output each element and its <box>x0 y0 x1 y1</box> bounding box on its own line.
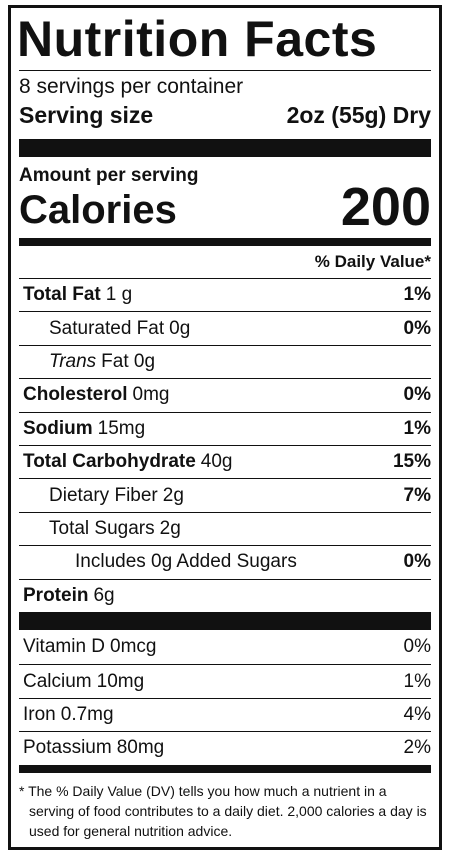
daily-value: 1% <box>403 417 431 439</box>
serving-size-label: Serving size <box>19 102 154 128</box>
footnote: * The % Daily Value (DV) tells you how m… <box>19 783 427 839</box>
daily-value: 0% <box>403 636 431 658</box>
nutrient-name: Total Carbohydrate <box>23 451 196 473</box>
daily-value-header: % Daily Value* <box>314 252 431 271</box>
nutrient-name: Total Fat <box>23 284 101 306</box>
nutrient-name: Total Sugars <box>49 517 155 539</box>
nutrient-row: Vitamin D 0mcg 0% <box>19 631 431 663</box>
nutrient-amount: 0mcg <box>110 636 157 658</box>
calories-value: 200 <box>340 177 431 237</box>
nutrient-row: Calcium 10mg 1% <box>19 664 431 697</box>
nutrient-name: Iron <box>23 703 56 725</box>
nutrient-row: Includes 0g Added Sugars 0% <box>19 545 431 578</box>
nutrient-amount: 10mg <box>96 670 145 692</box>
nutrient-row: Protein 6g <box>19 578 431 612</box>
nutrient-name: Protein <box>23 584 89 606</box>
nutrient-row: Saturated Fat 0g 0% <box>19 311 431 344</box>
nutrient-amount: 80mg <box>116 737 165 759</box>
amount-per-serving: Amount per serving <box>19 165 199 186</box>
serving-size-value: 2oz (55g) Dry <box>286 102 431 128</box>
nutrient-name: Dietary Fiber <box>49 484 158 506</box>
nutrient-row: Total Sugars 2g <box>19 511 431 545</box>
daily-value: 4% <box>403 703 431 725</box>
nutrient-amount: 2g <box>162 484 184 506</box>
daily-value: 0% <box>403 551 431 573</box>
nutrient-row: Total Fat 1 g 1% <box>19 278 431 311</box>
thick-rule <box>19 612 431 630</box>
nutrient-amount: 1 g <box>105 284 133 306</box>
servings: 8 servings per container <box>19 75 244 98</box>
rule <box>19 70 431 71</box>
daily-value: 1% <box>403 284 431 306</box>
nutrient-row: Dietary Fiber 2g 7% <box>19 478 431 511</box>
medium-rule <box>19 765 431 773</box>
nutrient-amount: 2g <box>159 517 181 539</box>
daily-value: 15% <box>392 451 431 473</box>
nutrient-row: Total Carbohydrate 40g 15% <box>19 445 431 478</box>
nutrient-name: Vitamin D <box>23 636 106 658</box>
nutrient-row: Sodium 15mg 1% <box>19 411 431 445</box>
calories-label: Calories <box>19 188 177 232</box>
title: Nutrition Facts <box>17 11 378 67</box>
daily-value: 0% <box>403 384 431 406</box>
nutrient-name: Cholesterol <box>23 384 128 406</box>
medium-rule <box>19 238 431 246</box>
daily-value: 7% <box>403 484 431 506</box>
thick-rule <box>19 139 431 157</box>
nutrient-name: Includes 0g Added Sugars <box>75 551 297 573</box>
nutrient-row: Trans Fat 0g <box>19 344 431 378</box>
nutrient-name: Saturated Fat <box>49 317 165 339</box>
daily-value: 1% <box>403 670 431 692</box>
nutrition-label: Nutrition Facts 8 servings per container… <box>8 5 442 850</box>
daily-value: 2% <box>403 737 431 759</box>
nutrient-name: Calcium <box>23 670 92 692</box>
nutrient-name: Potassium <box>23 737 112 759</box>
nutrient-amount: 6g <box>93 584 115 606</box>
nutrient-name: Sodium <box>23 417 93 439</box>
nutrient-row: Cholesterol 0mg 0% <box>19 378 431 411</box>
nutrient-amount: 15mg <box>97 417 146 439</box>
nutrient-amount: 0mg <box>132 384 170 406</box>
nutrient-amount: 0.7mg <box>60 703 114 725</box>
daily-value: 0% <box>403 317 431 339</box>
nutrient-row: Potassium 80mg 2% <box>19 731 431 764</box>
nutrient-amount: 40g <box>200 451 233 473</box>
nutrient-amount: Fat 0g <box>101 350 156 372</box>
nutrient-name: Trans <box>49 350 97 372</box>
nutrient-row: Iron 0.7mg 4% <box>19 697 431 731</box>
nutrient-amount: 0g <box>169 317 191 339</box>
